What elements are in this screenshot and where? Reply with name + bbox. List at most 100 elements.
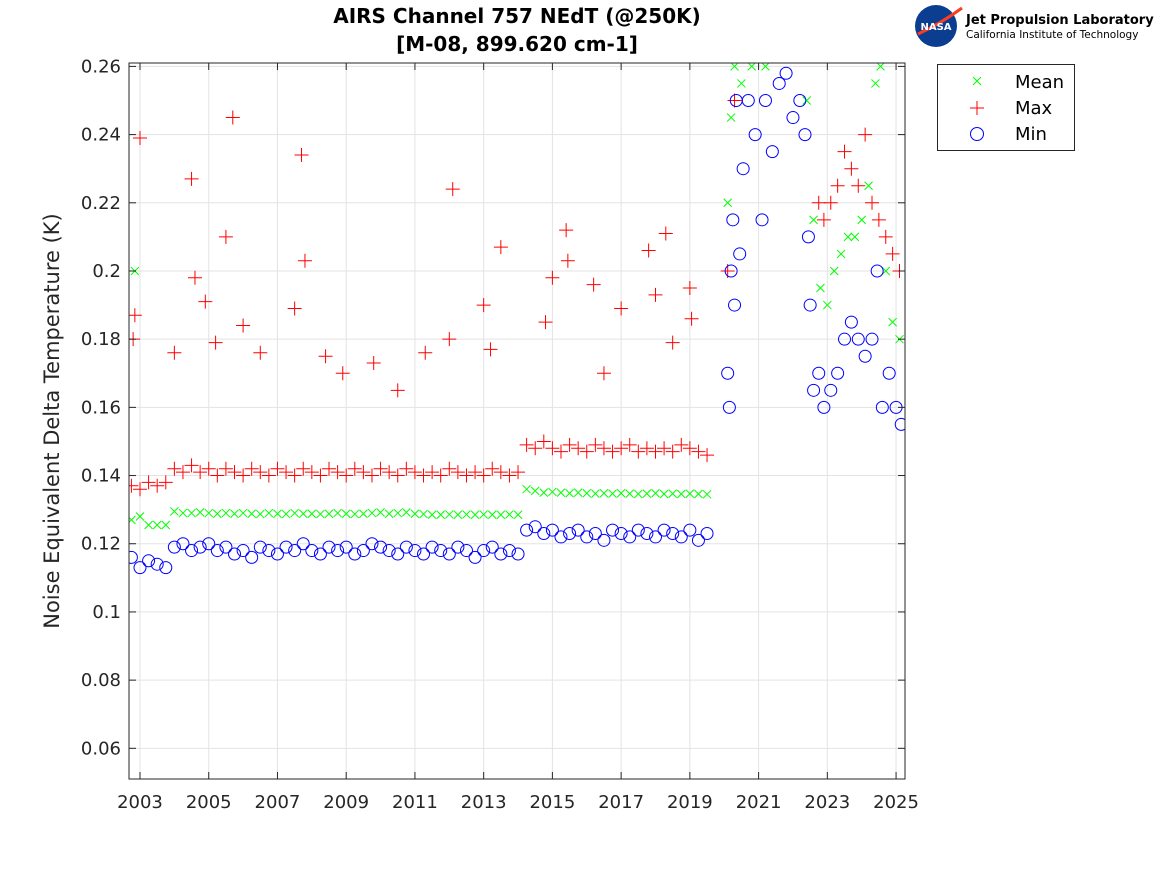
point-max [442, 332, 457, 347]
x-tick-label: 2017 [598, 792, 644, 813]
point-mean [726, 113, 736, 122]
legend-mean-marker-icon [972, 76, 982, 86]
point-max [364, 468, 379, 483]
point-max [184, 171, 199, 186]
point-mean [876, 63, 885, 71]
point-max [296, 461, 311, 476]
point-max [132, 131, 147, 146]
point-min [554, 530, 568, 544]
point-max [528, 441, 543, 456]
point-min [631, 523, 645, 537]
point-mean [221, 508, 231, 518]
point-max [844, 161, 859, 176]
point-min [674, 530, 688, 544]
point-min [339, 540, 353, 554]
point-max [187, 270, 202, 285]
point-mean [513, 510, 523, 520]
y-tick-label: 0.12 [81, 534, 121, 555]
point-max [459, 468, 474, 483]
point-max [536, 434, 551, 449]
point-max [366, 356, 381, 371]
point-max [631, 444, 646, 459]
point-max [811, 195, 826, 210]
point-min [721, 366, 735, 380]
point-max [502, 468, 517, 483]
point-min [691, 533, 705, 547]
point-max [579, 444, 594, 459]
point-mean [324, 509, 334, 519]
point-max [279, 465, 294, 480]
point-min [176, 537, 190, 551]
point-min [851, 332, 865, 346]
jpl-name: Jet Propulsion Laboratory [965, 13, 1154, 28]
point-min [236, 544, 250, 558]
point-max [218, 461, 233, 476]
point-max [445, 182, 460, 197]
point-max [596, 441, 611, 456]
point-max [208, 335, 223, 350]
point-max [175, 465, 190, 480]
point-mean [436, 510, 446, 520]
point-min [219, 540, 233, 554]
point-mean [633, 489, 643, 499]
x-tick-label: 2007 [255, 792, 301, 813]
point-mean [676, 489, 686, 499]
point-min [150, 557, 164, 571]
point-min [724, 264, 738, 278]
point-max [823, 195, 838, 210]
point-max [571, 441, 586, 456]
point-mean [548, 487, 557, 497]
point-min [262, 544, 276, 558]
point-mean [333, 508, 342, 518]
point-max [485, 461, 500, 476]
point-mean [462, 510, 471, 519]
point-max [562, 437, 577, 452]
point-max [330, 465, 345, 480]
point-mean [737, 79, 746, 88]
point-max [614, 301, 629, 316]
point-max [335, 366, 350, 381]
point-max [201, 461, 216, 476]
y-tick-label: 0.18 [81, 329, 121, 350]
point-max [129, 478, 139, 493]
point-max [227, 465, 242, 480]
point-min [765, 145, 779, 159]
point-min [588, 527, 602, 541]
point-max [339, 468, 354, 483]
point-min [755, 213, 769, 227]
point-max [225, 110, 240, 125]
point-mean [290, 508, 300, 518]
point-max [418, 345, 433, 360]
point-min [736, 162, 750, 176]
point-mean [573, 488, 583, 497]
point-max [538, 315, 553, 330]
point-max [198, 294, 213, 309]
point-min [614, 527, 628, 541]
point-min [485, 540, 499, 554]
point-mean [505, 510, 514, 519]
point-mean [273, 509, 282, 519]
point-min [838, 332, 852, 346]
point-min [882, 366, 896, 380]
point-max [253, 345, 268, 360]
point-min [683, 523, 697, 537]
legend-max-marker-icon [970, 101, 984, 115]
point-min [356, 544, 370, 558]
point-max [684, 311, 699, 326]
point-max [493, 240, 508, 255]
point-min [640, 527, 654, 541]
point-max [270, 461, 285, 476]
point-mean [384, 509, 394, 519]
point-mean [871, 79, 880, 88]
point-max [425, 465, 440, 480]
point-min [331, 544, 345, 558]
point-mean [730, 63, 739, 71]
point-mean [599, 488, 609, 498]
point-mean [238, 508, 248, 518]
x-tick-label: 2011 [392, 792, 438, 813]
point-max [407, 465, 422, 480]
point-max [553, 444, 568, 459]
point-max [304, 465, 319, 480]
point-min [858, 349, 872, 363]
